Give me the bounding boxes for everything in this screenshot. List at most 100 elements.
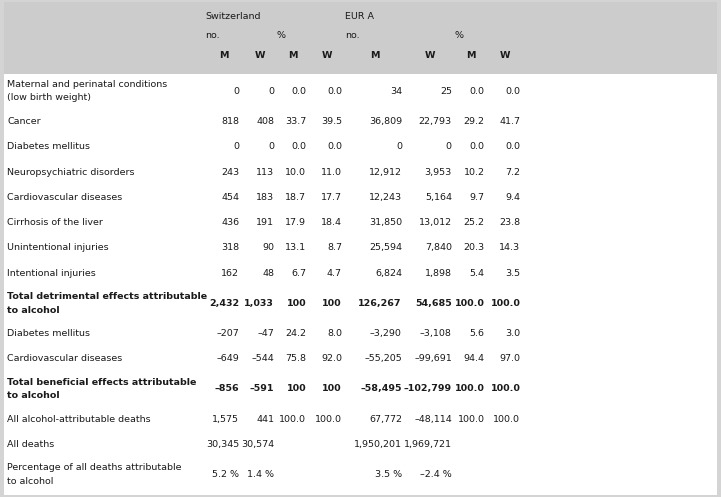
Text: 7,840: 7,840 <box>425 244 452 252</box>
Text: 36,809: 36,809 <box>368 117 402 126</box>
Text: 100.0: 100.0 <box>490 385 521 394</box>
Text: 0.0: 0.0 <box>505 142 521 151</box>
Text: 0: 0 <box>396 142 402 151</box>
Text: 0: 0 <box>268 87 274 96</box>
Text: 191: 191 <box>256 218 274 227</box>
Text: –3,290: –3,290 <box>370 329 402 338</box>
Text: 8.0: 8.0 <box>327 329 342 338</box>
Text: 67,772: 67,772 <box>369 414 402 423</box>
Text: 2,432: 2,432 <box>209 299 239 308</box>
Text: M: M <box>219 51 229 60</box>
Text: –48,114: –48,114 <box>414 414 452 423</box>
Text: 6.7: 6.7 <box>291 269 306 278</box>
Text: Unintentional injuries: Unintentional injuries <box>7 244 109 252</box>
Text: Maternal and perinatal conditions: Maternal and perinatal conditions <box>7 80 167 89</box>
Text: 3.0: 3.0 <box>505 329 521 338</box>
Text: 0: 0 <box>446 142 452 151</box>
Text: 100.0: 100.0 <box>455 385 485 394</box>
Text: no.: no. <box>205 31 220 40</box>
Text: 162: 162 <box>221 269 239 278</box>
Text: 100: 100 <box>287 299 306 308</box>
Text: 0.0: 0.0 <box>469 142 485 151</box>
Text: 97.0: 97.0 <box>500 354 521 363</box>
Text: 9.7: 9.7 <box>469 193 485 202</box>
Text: –544: –544 <box>252 354 274 363</box>
Text: 436: 436 <box>221 218 239 227</box>
Text: –3,108: –3,108 <box>420 329 452 338</box>
Text: 6,824: 6,824 <box>375 269 402 278</box>
Text: 818: 818 <box>221 117 239 126</box>
Text: %: % <box>277 31 286 40</box>
Text: 30,574: 30,574 <box>241 440 274 449</box>
Text: 0: 0 <box>268 142 274 151</box>
Text: 318: 318 <box>221 244 239 252</box>
Text: 1,969,721: 1,969,721 <box>404 440 452 449</box>
Text: 12,243: 12,243 <box>368 193 402 202</box>
Text: –102,799: –102,799 <box>404 385 452 394</box>
Text: 17.7: 17.7 <box>321 193 342 202</box>
Text: 3.5 %: 3.5 % <box>375 470 402 479</box>
Text: 25: 25 <box>440 87 452 96</box>
Text: Neuropsychiatric disorders: Neuropsychiatric disorders <box>7 167 135 176</box>
Text: –2.4 %: –2.4 % <box>420 470 452 479</box>
Text: 7.2: 7.2 <box>505 167 521 176</box>
Text: 9.4: 9.4 <box>505 193 521 202</box>
Text: 41.7: 41.7 <box>500 117 521 126</box>
Text: 1,950,201: 1,950,201 <box>354 440 402 449</box>
Text: 14.3: 14.3 <box>499 244 521 252</box>
Text: 5.4: 5.4 <box>469 269 485 278</box>
Text: –58,495: –58,495 <box>360 385 402 394</box>
Text: All deaths: All deaths <box>7 440 54 449</box>
Text: 100.0: 100.0 <box>455 299 485 308</box>
Text: 20.3: 20.3 <box>464 244 485 252</box>
Text: All alcohol-attributable deaths: All alcohol-attributable deaths <box>7 414 151 423</box>
Text: 24.2: 24.2 <box>286 329 306 338</box>
Text: Diabetes mellitus: Diabetes mellitus <box>7 142 90 151</box>
Text: 54,685: 54,685 <box>415 299 452 308</box>
Text: 94.4: 94.4 <box>464 354 485 363</box>
Text: 48: 48 <box>262 269 274 278</box>
Text: Total detrimental effects attributable: Total detrimental effects attributable <box>7 292 208 301</box>
Text: Cardiovascular diseases: Cardiovascular diseases <box>7 354 123 363</box>
Text: M: M <box>370 51 379 60</box>
Text: Cirrhosis of the liver: Cirrhosis of the liver <box>7 218 103 227</box>
Text: 5.6: 5.6 <box>469 329 485 338</box>
Text: 31,850: 31,850 <box>368 218 402 227</box>
Text: Percentage of all deaths attributable: Percentage of all deaths attributable <box>7 463 182 472</box>
Text: 10.2: 10.2 <box>464 167 485 176</box>
Text: –55,205: –55,205 <box>364 354 402 363</box>
Text: 1,033: 1,033 <box>244 299 274 308</box>
Text: W: W <box>255 51 265 60</box>
Text: 5.2 %: 5.2 % <box>212 470 239 479</box>
Text: 100: 100 <box>322 299 342 308</box>
Text: 8.7: 8.7 <box>327 244 342 252</box>
Text: 100.0: 100.0 <box>490 299 521 308</box>
Text: 29.2: 29.2 <box>464 117 485 126</box>
Text: 0.0: 0.0 <box>291 142 306 151</box>
Text: 10.0: 10.0 <box>286 167 306 176</box>
Text: to alcohol: to alcohol <box>7 477 53 486</box>
Text: (low birth weight): (low birth weight) <box>7 93 91 102</box>
Text: 5,164: 5,164 <box>425 193 452 202</box>
Text: 0.0: 0.0 <box>469 87 485 96</box>
Text: W: W <box>425 51 435 60</box>
Text: 408: 408 <box>256 117 274 126</box>
Text: Cardiovascular diseases: Cardiovascular diseases <box>7 193 123 202</box>
Text: –591: –591 <box>249 385 274 394</box>
Text: 11.0: 11.0 <box>321 167 342 176</box>
Text: –207: –207 <box>216 329 239 338</box>
Text: Switzerland: Switzerland <box>205 12 261 21</box>
Text: M: M <box>288 51 298 60</box>
Text: Total beneficial effects attributable: Total beneficial effects attributable <box>7 378 197 387</box>
Text: 4.7: 4.7 <box>327 269 342 278</box>
Text: –99,691: –99,691 <box>414 354 452 363</box>
Text: 1,575: 1,575 <box>212 414 239 423</box>
Text: 3,953: 3,953 <box>425 167 452 176</box>
Text: 1.4 %: 1.4 % <box>247 470 274 479</box>
Text: –47: –47 <box>257 329 274 338</box>
Text: 100: 100 <box>322 385 342 394</box>
Text: 33.7: 33.7 <box>285 117 306 126</box>
Text: 17.9: 17.9 <box>286 218 306 227</box>
Text: no.: no. <box>345 31 360 40</box>
Text: 100.0: 100.0 <box>458 414 485 423</box>
